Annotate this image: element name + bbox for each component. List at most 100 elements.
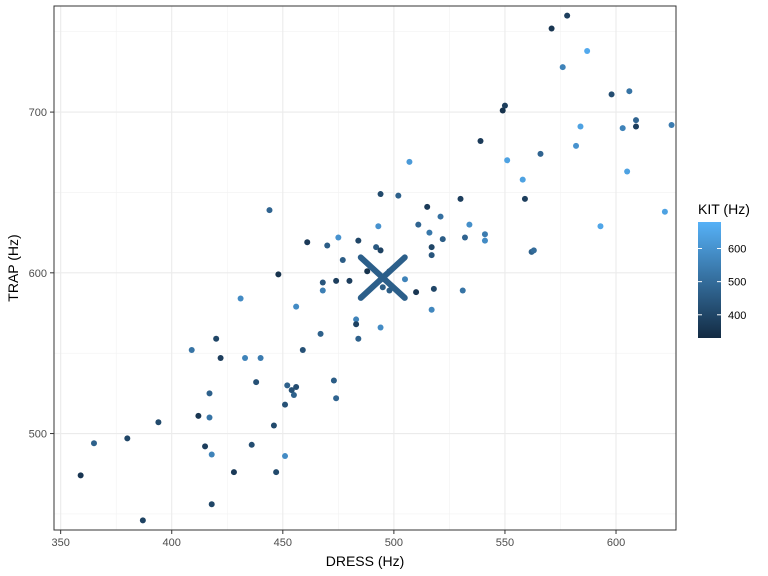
data-point xyxy=(413,289,420,296)
data-point xyxy=(377,247,384,254)
data-point xyxy=(188,346,195,353)
data-point xyxy=(355,335,362,342)
data-point xyxy=(353,321,360,328)
x-tick-label: 450 xyxy=(274,537,292,549)
data-point xyxy=(364,268,371,275)
data-point xyxy=(270,422,277,429)
data-point xyxy=(217,355,224,362)
x-tick-label: 600 xyxy=(607,537,625,549)
x-axis-ticks: 350 400 450 500 550 600 xyxy=(51,530,625,549)
data-point xyxy=(459,287,466,294)
data-point xyxy=(619,125,626,132)
data-point xyxy=(379,284,386,291)
data-point xyxy=(202,443,209,450)
data-point xyxy=(626,88,633,95)
data-point xyxy=(346,277,353,284)
data-point xyxy=(77,472,84,479)
data-point xyxy=(504,157,511,164)
data-point xyxy=(466,221,473,228)
data-point xyxy=(428,306,435,313)
data-point xyxy=(428,244,435,251)
data-point xyxy=(577,123,584,130)
data-point xyxy=(375,223,382,230)
data-point xyxy=(124,435,131,442)
data-point xyxy=(668,121,675,128)
x-tick-label: 400 xyxy=(163,537,181,549)
data-point xyxy=(481,231,488,238)
y-tick-label: 500 xyxy=(29,429,47,441)
data-point xyxy=(333,395,340,402)
data-point xyxy=(373,244,380,251)
data-point xyxy=(213,335,220,342)
data-point xyxy=(290,391,297,398)
data-point xyxy=(633,117,640,124)
legend-tick-label: 500 xyxy=(728,277,746,289)
data-points xyxy=(77,12,675,524)
legend-title: KIT (Hz) xyxy=(698,201,750,217)
data-point xyxy=(559,64,566,71)
data-point xyxy=(335,234,342,241)
data-point xyxy=(377,191,384,198)
data-point xyxy=(317,330,324,337)
data-point xyxy=(273,469,280,476)
data-point xyxy=(481,237,488,244)
data-point xyxy=(253,379,260,386)
data-point xyxy=(428,252,435,259)
mean-marker xyxy=(357,254,408,301)
data-point xyxy=(501,102,508,109)
data-point xyxy=(395,192,402,199)
data-point xyxy=(299,346,306,353)
data-point xyxy=(257,355,264,362)
data-point xyxy=(424,203,431,210)
y-axis-ticks: 500 600 700 xyxy=(29,107,54,441)
data-point xyxy=(206,414,213,421)
data-point xyxy=(597,223,604,230)
panel-background xyxy=(54,6,676,530)
data-point xyxy=(521,195,528,202)
mean-marker-stroke xyxy=(357,254,408,301)
data-point xyxy=(282,453,289,460)
data-point xyxy=(401,276,408,283)
data-point xyxy=(333,277,340,284)
data-point xyxy=(304,239,311,246)
data-point xyxy=(519,176,526,183)
data-point xyxy=(564,12,571,19)
data-point xyxy=(426,229,433,236)
data-point xyxy=(377,324,384,331)
data-point xyxy=(275,271,282,278)
data-point xyxy=(624,168,631,175)
x-axis-title: DRESS (Hz) xyxy=(326,553,405,569)
x-tick-label: 550 xyxy=(496,537,514,549)
data-point xyxy=(457,195,464,202)
legend-tick-label: 400 xyxy=(728,310,746,322)
data-point xyxy=(208,451,215,458)
data-point xyxy=(355,237,362,244)
data-point xyxy=(293,303,300,310)
data-point xyxy=(90,440,97,447)
data-point xyxy=(155,419,162,426)
data-point xyxy=(499,107,506,114)
data-point xyxy=(439,236,446,243)
data-point xyxy=(339,256,346,263)
data-point xyxy=(548,25,555,32)
data-point xyxy=(633,123,640,130)
data-point xyxy=(242,355,249,362)
data-point xyxy=(230,469,237,476)
data-point xyxy=(430,285,437,292)
legend: KIT (Hz) 400 500 600 xyxy=(698,201,750,338)
data-point xyxy=(324,242,331,249)
data-point xyxy=(537,150,544,157)
data-point xyxy=(608,91,615,98)
data-point xyxy=(319,279,326,286)
grid xyxy=(54,6,676,530)
data-point xyxy=(284,382,291,389)
data-point xyxy=(530,247,537,254)
data-point xyxy=(406,158,413,165)
data-point xyxy=(237,295,244,302)
data-point xyxy=(661,208,668,215)
data-point xyxy=(195,412,202,419)
y-tick-label: 700 xyxy=(29,107,47,119)
x-tick-label: 350 xyxy=(51,537,69,549)
legend-tick-label: 600 xyxy=(728,244,746,256)
